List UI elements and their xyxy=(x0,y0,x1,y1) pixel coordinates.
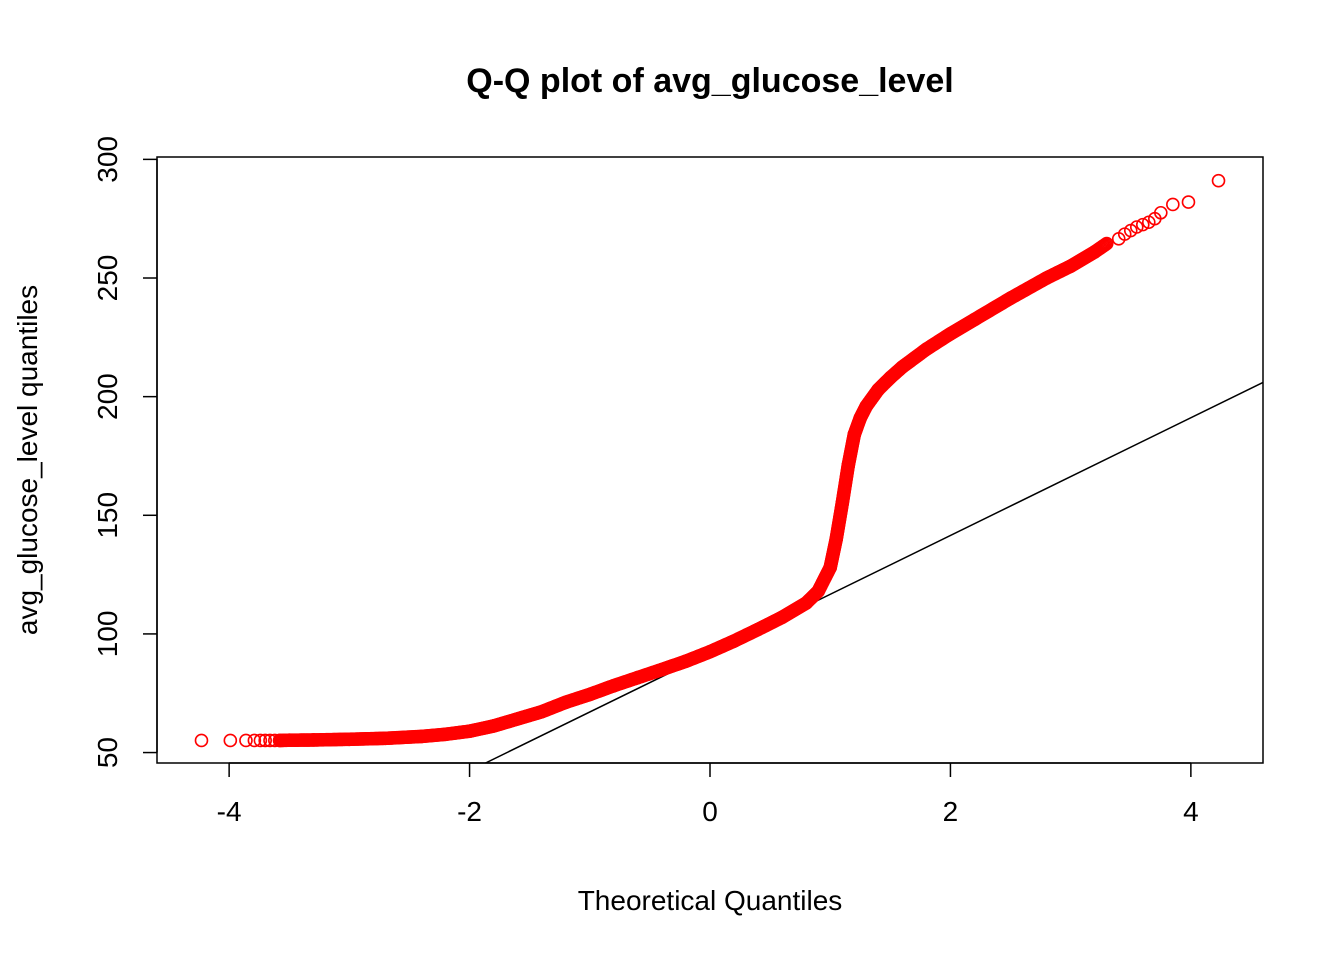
x-axis: -4 -2 0 2 4 xyxy=(217,762,1199,827)
x-tick-label: -4 xyxy=(217,796,242,827)
x-tick-label: 4 xyxy=(1183,796,1199,827)
x-tick-label: -2 xyxy=(457,796,482,827)
x-tick-label: 2 xyxy=(943,796,959,827)
y-axis: 50 100 150 200 250 300 xyxy=(92,136,158,768)
y-tick-label: 100 xyxy=(92,611,123,658)
x-axis-label: Theoretical Quantiles xyxy=(578,885,843,916)
data-point xyxy=(1129,220,1144,234)
data-points xyxy=(194,173,1226,748)
data-point xyxy=(1181,195,1196,209)
data-point xyxy=(247,733,262,748)
y-tick-label: 150 xyxy=(92,492,123,539)
y-tick-label: 250 xyxy=(92,255,123,302)
x-tick-label: 0 xyxy=(702,796,718,827)
y-axis-label: avg_glucose_level quantiles xyxy=(12,285,43,635)
data-point xyxy=(1166,197,1180,212)
data-point xyxy=(194,733,209,748)
y-tick-label: 200 xyxy=(92,373,123,420)
data-point xyxy=(1135,217,1150,232)
chart-title: Q-Q plot of avg_glucose_level xyxy=(466,62,953,100)
data-point xyxy=(239,733,253,748)
reference-line xyxy=(485,381,1264,764)
data-point xyxy=(1211,173,1226,188)
data-point xyxy=(258,733,272,748)
data-point xyxy=(1154,205,1168,220)
data-point xyxy=(1098,237,1113,252)
y-tick-label: 300 xyxy=(92,136,123,183)
data-point xyxy=(253,733,268,748)
data-point xyxy=(223,733,238,748)
reference-line-group xyxy=(485,381,1264,764)
y-tick-label: 50 xyxy=(92,737,123,768)
